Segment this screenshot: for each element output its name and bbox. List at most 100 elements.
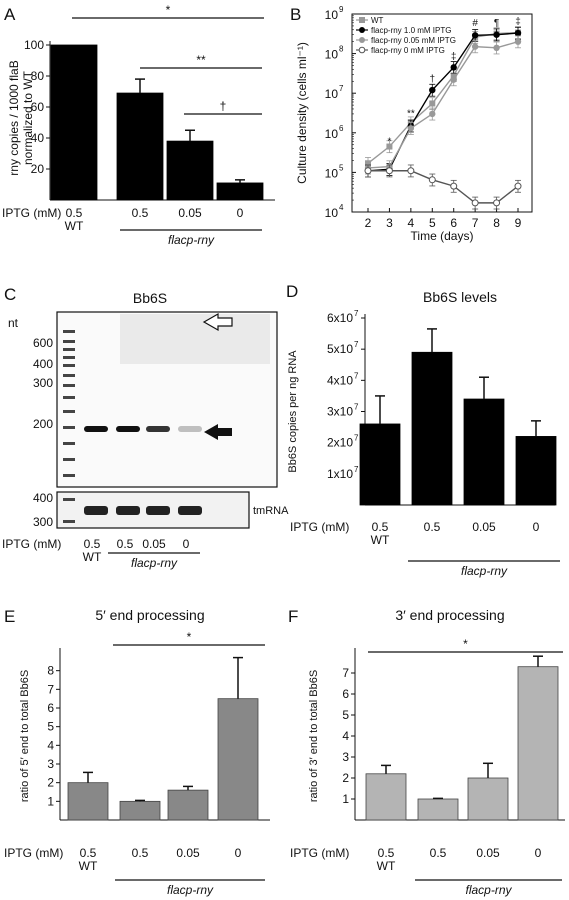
significance-mark: ** (407, 108, 415, 119)
y-tick-exponent: 7 (354, 434, 359, 443)
bar (359, 423, 401, 506)
ladder-band (63, 384, 75, 387)
panel-e: E 5′ end processing ratio of 5′ end to to… (4, 607, 270, 897)
y-tick-exponent: 9 (339, 5, 344, 14)
lane-label: 0.5 (84, 537, 101, 551)
y-tick-base: 10 (325, 8, 339, 22)
y-tick-label: 2x10 (327, 436, 353, 450)
blot-title: Bb6S (133, 290, 167, 306)
category-label: 0 (535, 846, 542, 860)
data-point (514, 38, 522, 45)
y-tick-label: 8 (47, 664, 54, 678)
data-point (407, 125, 415, 132)
y-tick-base: 10 (325, 87, 339, 101)
significance-mark: * (166, 3, 171, 17)
y-tick-exponent: 7 (339, 84, 344, 93)
x-axis-label: IPTG (mM) (2, 206, 61, 220)
data-point (471, 43, 479, 50)
y-tick-base: 10 (325, 127, 339, 141)
y-tick-label: 1 (47, 794, 54, 808)
smear (120, 314, 270, 364)
bar (166, 140, 214, 201)
panel-a-ylabel-1: rny copies / 1000 flaB (7, 60, 21, 175)
category-label: 0.5 (132, 846, 149, 860)
tmrna-band (116, 506, 140, 515)
size-marker: 200 (33, 417, 53, 431)
category-label: 0.5 (424, 520, 441, 534)
y-tick-exponent: 6 (339, 124, 344, 133)
chart-title: 3′ end processing (395, 607, 504, 623)
legend-entry: flacp-rny 0.05 mM IPTG (371, 36, 456, 45)
panel-e-letter: E (4, 607, 15, 626)
x-tick-label: 6 (450, 216, 457, 230)
significance-mark: ** (196, 53, 206, 67)
panel-a-letter: A (4, 5, 16, 24)
bar (467, 777, 509, 821)
data-point (514, 182, 522, 190)
ladder-band (63, 474, 75, 477)
bb6s-band (116, 426, 140, 432)
category-label: 0.05 (476, 846, 500, 860)
category-sublabel: WT (79, 859, 98, 873)
x-tick-label: 2 (365, 216, 372, 230)
legend-marker (359, 37, 365, 43)
data-point (471, 199, 479, 207)
data-point (514, 29, 522, 37)
ladder-band (63, 520, 75, 523)
ladder-band (63, 348, 75, 351)
significance-mark: ¶ (494, 18, 499, 29)
size-marker: 300 (33, 515, 53, 529)
data-point (429, 110, 436, 118)
legend-entry: WT (371, 16, 384, 25)
y-tick-label: 2 (342, 771, 349, 785)
group-label: flacp-rny (167, 883, 214, 897)
y-tick-label: 7 (342, 666, 349, 680)
series-line (367, 41, 519, 169)
x-axis-label: IPTG (mM) (4, 846, 63, 860)
y-tick-label: 40 (31, 131, 45, 145)
bar (515, 436, 557, 506)
category-sublabel: WT (371, 533, 390, 547)
data-point (407, 167, 415, 175)
category-label: 0.05 (472, 520, 496, 534)
y-tick-label: 3x10 (327, 405, 353, 419)
tmrna-label: tmRNA (253, 505, 289, 517)
data-point (364, 167, 372, 175)
category-label: 0.5 (430, 846, 447, 860)
ladder-band (63, 426, 75, 429)
bar (167, 789, 209, 821)
ladder-band (63, 498, 75, 501)
significance-mark: # (472, 18, 478, 29)
panel-b: B Culture density (cells ml⁻¹) Time (days… (290, 5, 533, 243)
data-point (385, 167, 393, 175)
category-label: 0.5 (80, 846, 97, 860)
lane-label: 0 (183, 537, 190, 551)
x-tick-label: 5 (429, 216, 436, 230)
y-tick-label: 5x10 (327, 342, 353, 356)
category-sublabel: WT (377, 859, 396, 873)
size-marker: 300 (33, 376, 53, 390)
panel-a: A rny copies / 1000 flaB normalized to W… (2, 3, 275, 247)
x-tick-label: 3 (386, 216, 393, 230)
y-tick-exponent: 8 (339, 45, 344, 54)
ladder-band (63, 442, 75, 445)
series-line (367, 32, 519, 172)
bar (411, 351, 453, 506)
x-axis-label: IPTG (mM) (2, 537, 61, 551)
ladder-band (63, 458, 75, 461)
x-axis-label: Time (days) (411, 229, 474, 243)
data-point (386, 143, 393, 150)
nt-label: nt (8, 316, 19, 330)
ladder-band (63, 340, 75, 343)
y-axis-label: ratio of 5′ end to total Bb6S (19, 670, 31, 802)
y-tick-label: 60 (31, 100, 45, 114)
y-tick-exponent: 4 (339, 203, 344, 212)
bar (119, 800, 161, 821)
ladder-band (63, 410, 75, 413)
y-tick-label: 7 (47, 682, 54, 696)
panel-c-letter: C (4, 285, 16, 304)
data-point (429, 86, 436, 94)
size-marker: 400 (33, 491, 53, 505)
open-arrow-icon (202, 312, 233, 332)
significance-mark: ‡ (451, 52, 457, 63)
